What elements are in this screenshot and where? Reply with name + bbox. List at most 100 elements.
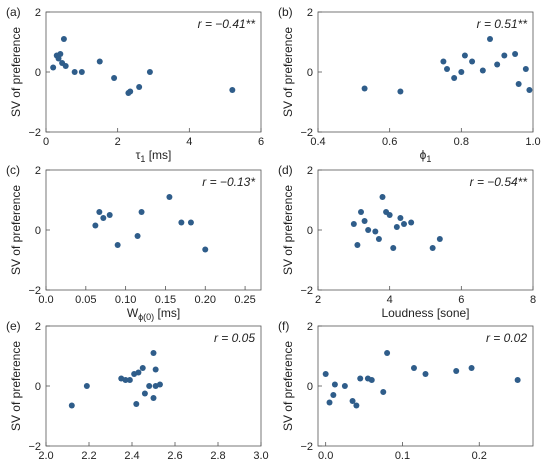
data-point xyxy=(354,242,361,248)
data-point xyxy=(138,209,145,215)
r-value-annotation: r = 0.51** xyxy=(477,17,528,31)
data-point xyxy=(92,222,99,229)
data-point xyxy=(375,236,382,242)
data-point xyxy=(202,246,209,253)
y-tick-label: 0 xyxy=(35,381,41,393)
x-tick-label: 0.1 xyxy=(395,450,410,462)
y-tick-label: 2 xyxy=(307,165,313,177)
x-tick-label: 0.6 xyxy=(382,136,397,148)
data-point xyxy=(436,236,443,242)
data-point xyxy=(331,381,338,388)
data-point xyxy=(166,194,173,200)
y-tick-label: −2 xyxy=(300,285,313,297)
x-tick-label: 6 xyxy=(458,294,464,306)
x-axis-label: ϕ1 xyxy=(420,148,432,164)
data-point xyxy=(390,245,397,251)
data-point xyxy=(469,58,476,65)
data-point xyxy=(458,69,465,75)
data-point xyxy=(330,392,337,398)
data-point xyxy=(365,227,372,233)
x-axis-label-main: τ xyxy=(136,148,141,162)
data-point xyxy=(111,75,118,81)
panel-b: 0.4 0.6 0.8 1.0 −2 0 2 (b) r = 0.51** SV of prefe… xyxy=(278,5,541,164)
data-point xyxy=(444,66,450,72)
y-tick-label: −2 xyxy=(28,441,41,453)
y-tick-label: −2 xyxy=(28,127,41,139)
x-axis-label-subscript: ϕ(0) xyxy=(138,312,154,322)
x-axis-label: τ1 [ms] xyxy=(136,148,172,164)
r-value-annotation: r = −0.41** xyxy=(198,17,256,31)
data-point xyxy=(150,350,157,356)
data-point xyxy=(326,399,333,406)
x-axis-label: Wϕ(0) [ms] xyxy=(127,306,180,322)
x-tick-label: 2.6 xyxy=(167,450,182,462)
data-point xyxy=(451,75,458,81)
data-point xyxy=(461,52,468,59)
data-point xyxy=(152,366,159,373)
data-point xyxy=(55,55,62,62)
data-point xyxy=(440,58,447,65)
panel-f: 0.0 0.1 0.2 −2 0 2 (f) r = 0.02 SV of preference… xyxy=(278,319,534,467)
data-point xyxy=(322,371,329,377)
data-point xyxy=(62,63,69,69)
x-tick-label: 2.0 xyxy=(38,450,53,462)
y-axis-label: SV of preference xyxy=(281,341,295,431)
y-tick-label: 0 xyxy=(307,225,313,237)
data-point xyxy=(71,69,78,75)
data-point xyxy=(358,209,364,215)
data-point xyxy=(468,365,475,371)
y-tick-label: 2 xyxy=(307,321,313,333)
data-point xyxy=(187,219,194,226)
data-point xyxy=(422,371,429,377)
x-axis-label-main: Loudness [sone] xyxy=(381,306,469,320)
data-point xyxy=(50,64,57,71)
y-tick-label: 2 xyxy=(35,321,41,333)
x-tick-label: 6 xyxy=(258,136,264,148)
x-axis-label: Loudness [sone] xyxy=(381,306,469,320)
data-point xyxy=(526,87,533,93)
x-axis-label-unit: [ms] xyxy=(154,306,180,320)
x-tick-label: 0.15 xyxy=(155,294,176,306)
y-tick-label: 0 xyxy=(35,67,41,79)
x-tick-label: 4 xyxy=(186,136,192,148)
data-point xyxy=(83,383,90,389)
data-point xyxy=(122,377,129,383)
data-point xyxy=(60,36,67,42)
data-point xyxy=(514,377,521,383)
data-point xyxy=(135,369,142,376)
y-tick-label: 2 xyxy=(307,7,313,19)
x-tick-label: 0.20 xyxy=(195,294,216,306)
data-point xyxy=(361,218,368,224)
data-point xyxy=(178,219,185,226)
data-point xyxy=(380,389,387,395)
data-point xyxy=(410,365,417,371)
panel-d: 2 4 6 8 −2 0 2 (d) r = −0.54** SV of preference Lo… xyxy=(278,163,536,320)
r-value-annotation: r = −0.13* xyxy=(202,175,255,189)
x-tick-label: 0.10 xyxy=(115,294,136,306)
data-point xyxy=(384,350,391,356)
data-point xyxy=(141,390,148,397)
data-point xyxy=(353,402,360,409)
y-tick-label: 0 xyxy=(35,225,41,237)
y-tick-label: 2 xyxy=(35,165,41,177)
data-point xyxy=(96,58,103,65)
data-point xyxy=(453,368,460,374)
x-axis-label-main: ϕ xyxy=(420,148,427,162)
y-tick-label: −2 xyxy=(300,441,313,453)
x-tick-label: 2.4 xyxy=(124,450,139,462)
y-axis-label: SV of preference xyxy=(9,341,23,431)
data-point xyxy=(349,398,356,404)
x-axis-label-subscript: 1 xyxy=(426,154,431,164)
panel-label: (c) xyxy=(6,163,20,177)
x-tick-label: 0.4 xyxy=(310,136,325,148)
x-tick-label: 2 xyxy=(315,294,321,306)
x-tick-label: 0.8 xyxy=(454,136,469,148)
data-point xyxy=(114,242,121,248)
x-axis-label-main: W xyxy=(127,306,139,320)
data-point xyxy=(146,69,153,75)
data-point xyxy=(78,69,85,75)
data-point xyxy=(57,51,64,57)
data-point xyxy=(156,381,163,388)
